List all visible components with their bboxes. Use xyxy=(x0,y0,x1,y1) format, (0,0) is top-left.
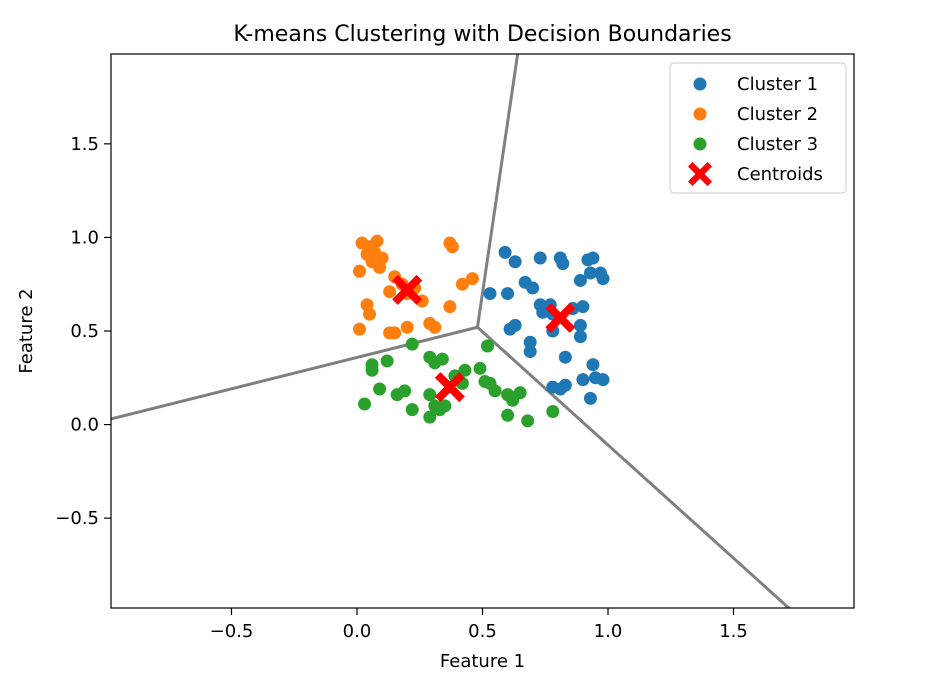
cluster-1-point xyxy=(586,251,600,265)
cluster-1-point xyxy=(501,287,515,301)
legend-label-cluster-1: Cluster 1 xyxy=(737,74,818,95)
legend-marker-cluster-3 xyxy=(693,137,707,151)
cluster-1-point xyxy=(558,378,572,392)
cluster-1-point xyxy=(556,257,570,271)
cluster-3-point xyxy=(380,354,394,368)
x-tick-label: 0.5 xyxy=(468,621,497,642)
cluster-2-point xyxy=(445,240,459,254)
cluster-1-point xyxy=(483,287,497,301)
cluster-1-point xyxy=(573,330,587,344)
centroid-markers xyxy=(392,274,576,403)
cluster-3-point xyxy=(438,399,452,413)
cluster-3-point xyxy=(423,388,437,402)
decision-boundary-line-1 xyxy=(475,54,520,329)
y-tick-label: 1.0 xyxy=(70,227,99,248)
cluster-3-point xyxy=(521,414,535,428)
legend-label-centroids: Centroids xyxy=(737,164,823,185)
cluster-3-point xyxy=(488,384,502,398)
chart-title: K-means Clustering with Decision Boundar… xyxy=(233,22,731,47)
cluster-2-point xyxy=(443,300,457,314)
cluster-2-point xyxy=(428,320,442,334)
cluster-3-point xyxy=(458,363,472,377)
cluster-3-point xyxy=(398,384,412,398)
cluster-3-point xyxy=(405,337,419,351)
legend-label-cluster-3: Cluster 3 xyxy=(737,134,818,155)
cluster-3-point xyxy=(358,397,372,411)
cluster-2-point xyxy=(353,264,367,278)
centroid-marker xyxy=(392,274,423,305)
legend-label-cluster-2: Cluster 2 xyxy=(737,104,818,125)
cluster-2-point xyxy=(388,326,402,340)
cluster-3-point xyxy=(423,410,437,424)
cluster-3-point xyxy=(546,404,560,418)
cluster-2-point xyxy=(455,277,469,291)
cluster-1-point xyxy=(573,273,587,287)
cluster-2-point xyxy=(465,272,479,286)
legend-marker-cluster-1 xyxy=(693,77,707,91)
cluster-1-point xyxy=(583,266,597,280)
legend-box xyxy=(669,62,847,194)
centroid-marker xyxy=(434,372,465,403)
cluster-2-point xyxy=(373,260,387,274)
y-tick-label: 0.5 xyxy=(70,321,99,342)
cluster-1-point xyxy=(523,345,537,359)
cluster-3-point xyxy=(501,408,515,422)
decision-boundary-line-3 xyxy=(475,325,791,608)
cluster-3-point xyxy=(481,339,495,353)
cluster-2-point xyxy=(353,322,367,336)
cluster-3-point xyxy=(405,403,419,417)
cluster-2-point xyxy=(383,285,397,299)
cluster-2-point xyxy=(400,320,414,334)
cluster-3-point xyxy=(473,361,487,375)
cluster-1-point xyxy=(558,350,572,364)
centroid-marker xyxy=(545,302,576,333)
y-tick-label: 1.5 xyxy=(70,134,99,155)
x-tick-label: −0.5 xyxy=(210,621,254,642)
cluster-3-point xyxy=(435,352,449,366)
x-axis-label: Feature 1 xyxy=(440,651,525,672)
cluster-3-point xyxy=(365,363,379,377)
legend: Cluster 1 Cluster 2 Cluster 3 Centroids xyxy=(669,62,847,194)
cluster-1-point xyxy=(596,373,610,387)
x-tick-label: 0.0 xyxy=(343,621,372,642)
cluster-1-point xyxy=(573,318,587,332)
cluster-1-point xyxy=(498,245,512,259)
y-tick-label: −0.5 xyxy=(55,508,99,529)
y-axis-label: Feature 2 xyxy=(16,288,37,373)
cluster-1-point xyxy=(576,300,590,314)
y-tick-label: 0.0 xyxy=(70,415,99,436)
cluster-1-point xyxy=(523,335,537,349)
cluster-1-point xyxy=(576,373,590,387)
cluster-2-point xyxy=(363,307,377,321)
x-axis-ticks: −0.5 0.0 0.5 1.0 1.5 xyxy=(210,608,748,642)
x-tick-label: 1.5 xyxy=(719,621,748,642)
cluster-1-point xyxy=(596,272,610,286)
y-axis-ticks: −0.5 0.0 0.5 1.0 1.5 xyxy=(55,134,111,529)
cluster-1-point xyxy=(586,358,600,372)
cluster-1-point xyxy=(583,391,597,405)
cluster-1-point xyxy=(526,281,540,295)
cluster-3-point xyxy=(373,382,387,396)
cluster-1-point xyxy=(533,251,547,265)
cluster-3-point xyxy=(513,386,527,400)
x-tick-label: 1.0 xyxy=(594,621,623,642)
legend-marker-centroids xyxy=(688,162,712,186)
legend-marker-cluster-2 xyxy=(693,107,707,121)
cluster-1-point xyxy=(508,255,522,269)
cluster-2-point xyxy=(370,234,384,248)
data-points xyxy=(353,234,610,428)
cluster-1-point xyxy=(503,322,517,336)
